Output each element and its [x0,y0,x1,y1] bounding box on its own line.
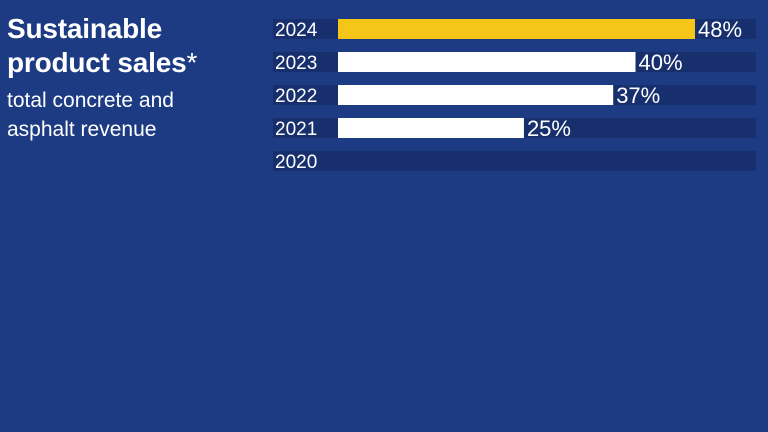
chart-title-line-2: product sales* [7,46,257,80]
bar-row-2023: 2023 40% [273,50,756,75]
bar-row-2022: 2022 37% [273,83,756,108]
row-track-2020 [273,151,756,171]
chart-title: Sustainable product sales* [7,12,257,80]
title-block: Sustainable product sales* total concret… [7,12,257,144]
value-label-2024: 48% [698,17,742,42]
year-label-2020: 2020 [275,152,317,173]
value-label-2022: 37% [616,83,660,108]
year-label-2021: 2021 [275,119,317,140]
year-label-2024: 2024 [275,20,318,41]
bar-2021 [338,118,524,138]
chart-title-line-2-text: product sales [7,47,187,78]
bar-row-2020: 2020 [273,151,756,173]
chart-subtitle: total concrete and asphalt revenue [7,86,257,144]
footnote-mark: * [186,47,198,78]
chart-subtitle-line-2: asphalt revenue [7,118,157,141]
bar-2024 [338,19,695,39]
chart-title-line-1: Sustainable [7,13,162,44]
year-label-2022: 2022 [275,86,317,107]
bar-row-2021: 2021 25% [273,116,756,141]
bar-2022 [338,85,614,105]
chart-subtitle-line-1: total concrete and [7,89,174,112]
bar-row-2024: 2024 48% [273,17,756,42]
value-label-2021: 25% [527,116,571,141]
value-label-2023: 40% [639,50,683,75]
year-label-2023: 2023 [275,53,317,74]
bar-2023 [338,52,636,72]
